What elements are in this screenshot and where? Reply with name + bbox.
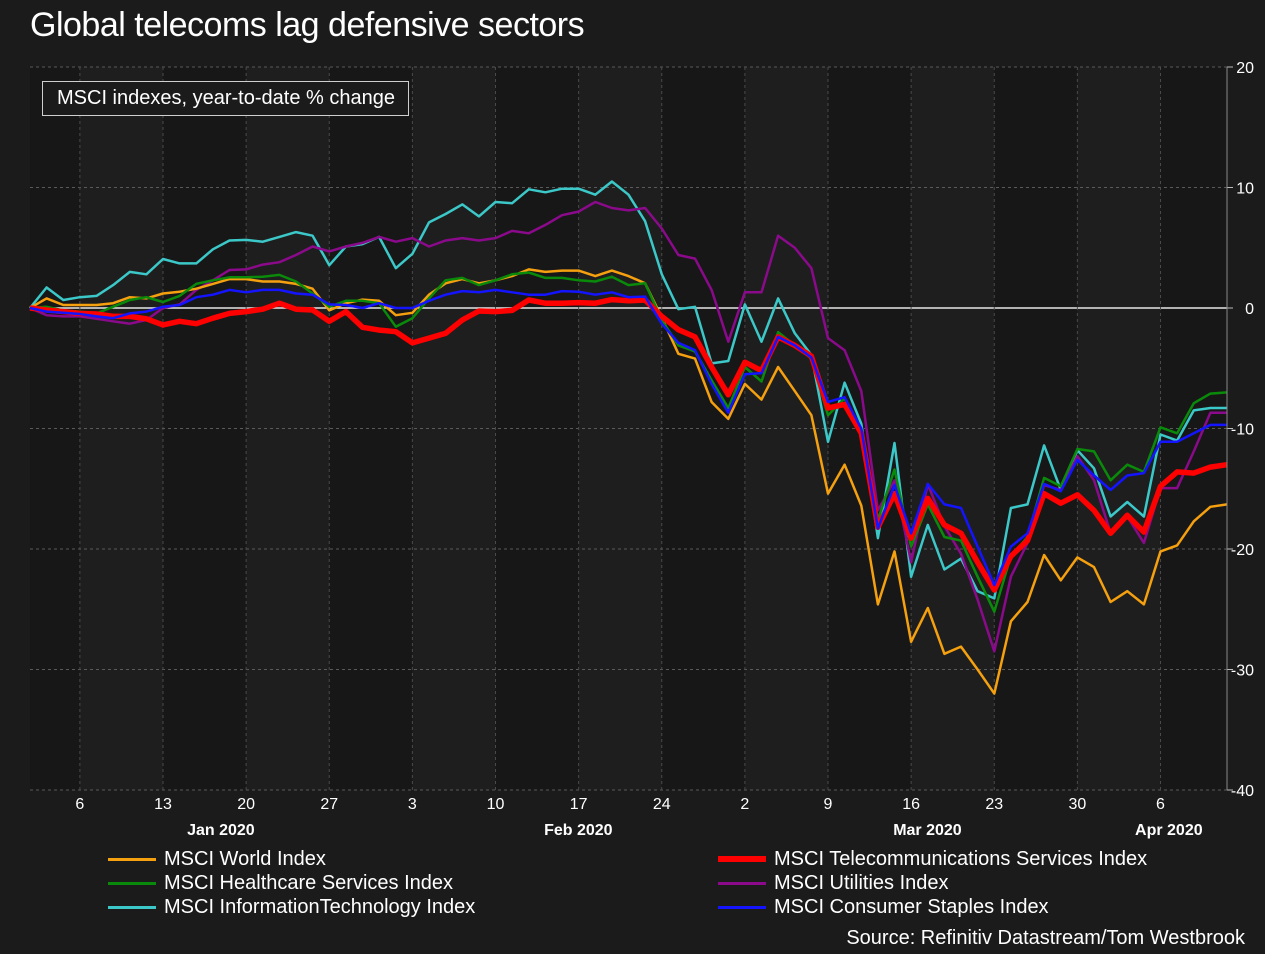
x-tick-label: 10	[487, 796, 505, 813]
week-bands	[30, 67, 1227, 790]
y-tick-label: -20	[1231, 542, 1254, 559]
axes: 20 10 0 -10 -20 -30 -40 6 13 20 27 3 10 17 24 2 9 16 23 30 6…	[75, 60, 1254, 839]
x-tick-label: 27	[320, 796, 338, 813]
legend-swatch	[108, 858, 156, 861]
series-line-msci-consumer-staples-index	[29, 288, 1227, 587]
week-band	[329, 67, 413, 790]
x-tick-label: 13	[154, 796, 172, 813]
legend-swatch	[718, 856, 766, 862]
legend-swatch	[108, 906, 156, 909]
x-tick-label: 20	[237, 796, 255, 813]
legend-swatch	[718, 882, 766, 885]
x-tick-label: 6	[75, 796, 84, 813]
legend-swatch	[108, 882, 156, 885]
series-lines	[29, 180, 1228, 695]
legend-label: MSCI Telecommunications Services Index	[774, 848, 1148, 870]
legend-label: MSCI InformationTechnology Index	[164, 896, 476, 918]
x-tick-label: 24	[653, 796, 671, 813]
x-tick-label: 16	[902, 796, 920, 813]
legend-label: MSCI Utilities Index	[774, 872, 949, 894]
month-label: Mar 2020	[893, 822, 962, 839]
source-note: Source: Refinitiv Datastream/Tom Westbro…	[846, 927, 1245, 949]
x-tick-label: 6	[1156, 796, 1165, 813]
month-label: Feb 2020	[544, 822, 613, 839]
gridlines	[30, 66, 1227, 791]
legend-label: MSCI Consumer Staples Index	[774, 896, 1049, 918]
series-line-msci-world-index	[29, 268, 1228, 695]
y-tick-label: -40	[1231, 783, 1254, 800]
month-label: Apr 2020	[1135, 822, 1203, 839]
y-tick-label: -10	[1231, 422, 1254, 439]
x-tick-label: 23	[985, 796, 1003, 813]
x-tick-label: 3	[408, 796, 417, 813]
x-tick-label: 17	[570, 796, 588, 813]
x-tick-label: 30	[1068, 796, 1086, 813]
month-label: Jan 2020	[187, 822, 255, 839]
legend-label: MSCI Healthcare Services Index	[164, 872, 454, 894]
y-tick-label: 0	[1245, 301, 1254, 318]
chart-subtitle: MSCI indexes, year-to-date % change	[42, 81, 409, 116]
chart-title: Global telecoms lag defensive sectors	[30, 6, 585, 44]
legend-label: MSCI World Index	[164, 848, 326, 870]
series-line-msci-telecommunications-services-index	[29, 296, 1228, 593]
y-tick-label: 20	[1236, 60, 1254, 77]
x-tick-label: 9	[824, 796, 833, 813]
y-tick-label: 10	[1236, 181, 1254, 198]
y-tick-label: -30	[1231, 663, 1254, 680]
x-tick-label: 2	[740, 796, 749, 813]
series-line-msci-informationtechnology-index	[29, 180, 1227, 600]
legend-swatch	[718, 906, 766, 909]
